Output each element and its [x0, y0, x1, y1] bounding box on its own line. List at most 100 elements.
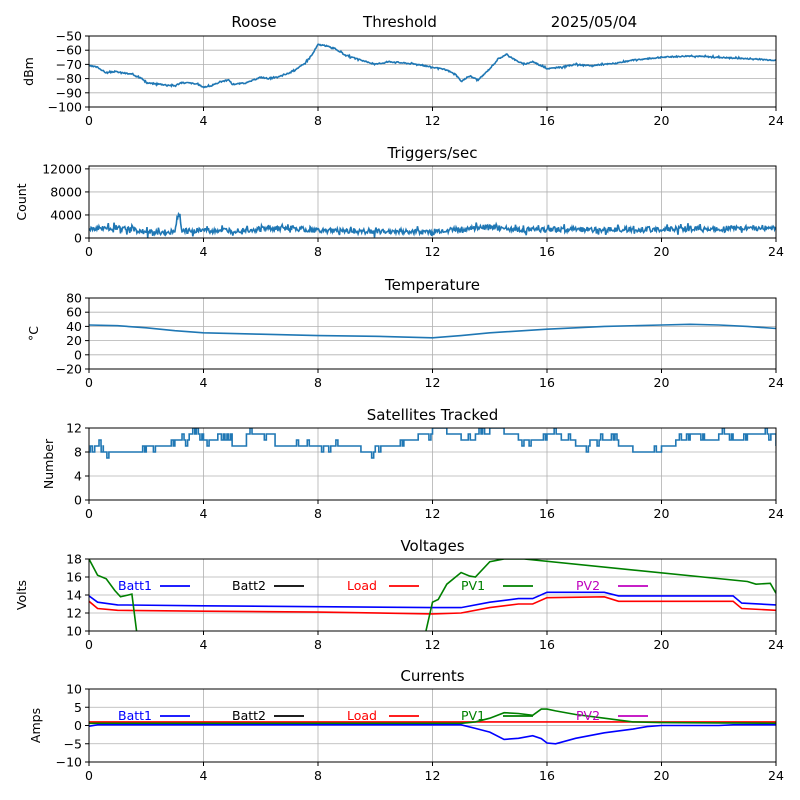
- series-line-1: [89, 323, 776, 339]
- series-line-load: [89, 595, 776, 615]
- series-line-1: [89, 428, 776, 459]
- legend-label-load: Load: [347, 578, 377, 593]
- x-tick-label: 20: [654, 768, 670, 783]
- legend-label-batt1: Batt1: [118, 578, 152, 593]
- x-tick-label: 4: [200, 375, 208, 390]
- x-tick-label: 0: [85, 506, 93, 521]
- x-tick-label: 12: [425, 244, 441, 259]
- x-tick-label: 24: [768, 244, 784, 259]
- chart-title: Satellites Tracked: [367, 406, 498, 424]
- x-tick-label: 20: [654, 637, 670, 652]
- x-tick-label: 16: [539, 375, 555, 390]
- chart-title: Currents: [400, 667, 464, 685]
- x-tick-label: 16: [539, 637, 555, 652]
- chart-panel-6: 0 4 8 12 16 20 24 −10 −5 0 5 10 Currents Amps Batt1 Bat…: [28, 667, 784, 783]
- y-axis-label: Volts: [14, 580, 29, 610]
- x-tick-label: 0: [85, 375, 93, 390]
- x-tick-label: 8: [314, 244, 322, 259]
- legend-label-batt1: Batt1: [118, 708, 152, 723]
- x-tick-label: 8: [314, 375, 322, 390]
- series-line-batt1: [89, 591, 776, 609]
- x-tick-label: 4: [200, 768, 208, 783]
- x-tick-label: 8: [314, 768, 322, 783]
- x-tick-label: 4: [200, 244, 208, 259]
- y-axis-label: °C: [26, 326, 41, 341]
- x-tick-label: 20: [654, 244, 670, 259]
- x-tick-label: 24: [768, 768, 784, 783]
- y-tick-label: −10: [56, 755, 82, 770]
- y-tick-label: −5: [64, 736, 82, 751]
- y-tick-label: 0: [74, 493, 82, 508]
- legend-label-pv1: PV1: [461, 578, 485, 593]
- y-tick-label: −100: [48, 100, 82, 115]
- y-tick-label: 60: [66, 305, 82, 320]
- legend-label-pv1: PV1: [461, 708, 485, 723]
- x-tick-label: 20: [654, 506, 670, 521]
- y-tick-label: 10: [66, 682, 82, 697]
- legend-label-load: Load: [347, 708, 377, 723]
- chart-title: Voltages: [400, 537, 464, 555]
- x-tick-label: 24: [768, 637, 784, 652]
- y-tick-label: 4: [74, 469, 82, 484]
- series-line-1: [89, 211, 776, 238]
- y-tick-label: 8000: [50, 184, 82, 199]
- chart-panel-5: 0 4 8 12 16 20 24 10 12 14 16 18 Voltages Volts Batt1 B…: [14, 537, 784, 652]
- y-tick-label: 18: [66, 552, 82, 567]
- x-tick-label: 16: [539, 506, 555, 521]
- series-line-pv1: [89, 708, 776, 725]
- y-tick-label: 14: [66, 588, 82, 603]
- y-tick-label: 12000: [42, 161, 82, 176]
- x-tick-label: 8: [314, 637, 322, 652]
- x-tick-label: 20: [654, 113, 670, 128]
- y-tick-label: −90: [56, 85, 82, 100]
- y-tick-label: 12: [66, 421, 82, 436]
- header-center: Threshold: [362, 13, 437, 31]
- y-tick-label: −70: [56, 57, 82, 72]
- x-tick-label: 4: [200, 113, 208, 128]
- series-line-1: [89, 43, 776, 89]
- x-tick-label: 0: [85, 244, 93, 259]
- chart-panel-4: 0 4 8 12 16 20 24 0 4 8 12 Satellites Tracked Number: [41, 406, 784, 521]
- x-tick-label: 12: [425, 768, 441, 783]
- chart-panel-2: 0 4 8 12 16 20 24 0 4000 8000 12000 Triggers/sec Cou…: [14, 144, 784, 259]
- y-tick-label: 20: [66, 333, 82, 348]
- chart-title: Triggers/sec: [387, 144, 478, 162]
- y-tick-label: 5: [74, 700, 82, 715]
- chart-title: Temperature: [384, 276, 480, 294]
- x-tick-label: 4: [200, 637, 208, 652]
- x-tick-label: 24: [768, 375, 784, 390]
- y-tick-label: 16: [66, 570, 82, 585]
- x-tick-label: 24: [768, 113, 784, 128]
- x-tick-label: 12: [425, 113, 441, 128]
- legend-label-batt2: Batt2: [232, 578, 266, 593]
- x-tick-label: 16: [539, 113, 555, 128]
- chart-panel-1: 0 4 8 12 16 20 24 −100−90−80−70−60−50 dBm: [21, 29, 784, 129]
- x-tick-label: 0: [85, 768, 93, 783]
- y-tick-label: −20: [56, 362, 82, 377]
- y-tick-label: −60: [56, 43, 82, 58]
- series-line-batt1: [89, 724, 776, 745]
- x-tick-label: 12: [425, 506, 441, 521]
- header-right: 2025/05/04: [551, 13, 637, 31]
- x-tick-label: 0: [85, 637, 93, 652]
- y-tick-label: −80: [56, 71, 82, 86]
- header-left: Roose: [231, 13, 276, 31]
- y-tick-label: 0: [74, 231, 82, 246]
- x-tick-label: 4: [200, 506, 208, 521]
- y-axis-label: Amps: [28, 708, 43, 743]
- y-axis-label: dBm: [21, 57, 36, 86]
- y-tick-label: −50: [56, 29, 82, 44]
- y-tick-label: 10: [66, 624, 82, 639]
- x-tick-label: 8: [314, 506, 322, 521]
- x-tick-label: 16: [539, 768, 555, 783]
- x-tick-label: 12: [425, 637, 441, 652]
- x-tick-label: 16: [539, 244, 555, 259]
- x-tick-label: 24: [768, 506, 784, 521]
- legend-label-batt2: Batt2: [232, 708, 266, 723]
- x-tick-label: 20: [654, 375, 670, 390]
- y-axis-label: Count: [14, 183, 29, 220]
- x-tick-label: 12: [425, 375, 441, 390]
- legend-label-pv2: PV2: [576, 578, 600, 593]
